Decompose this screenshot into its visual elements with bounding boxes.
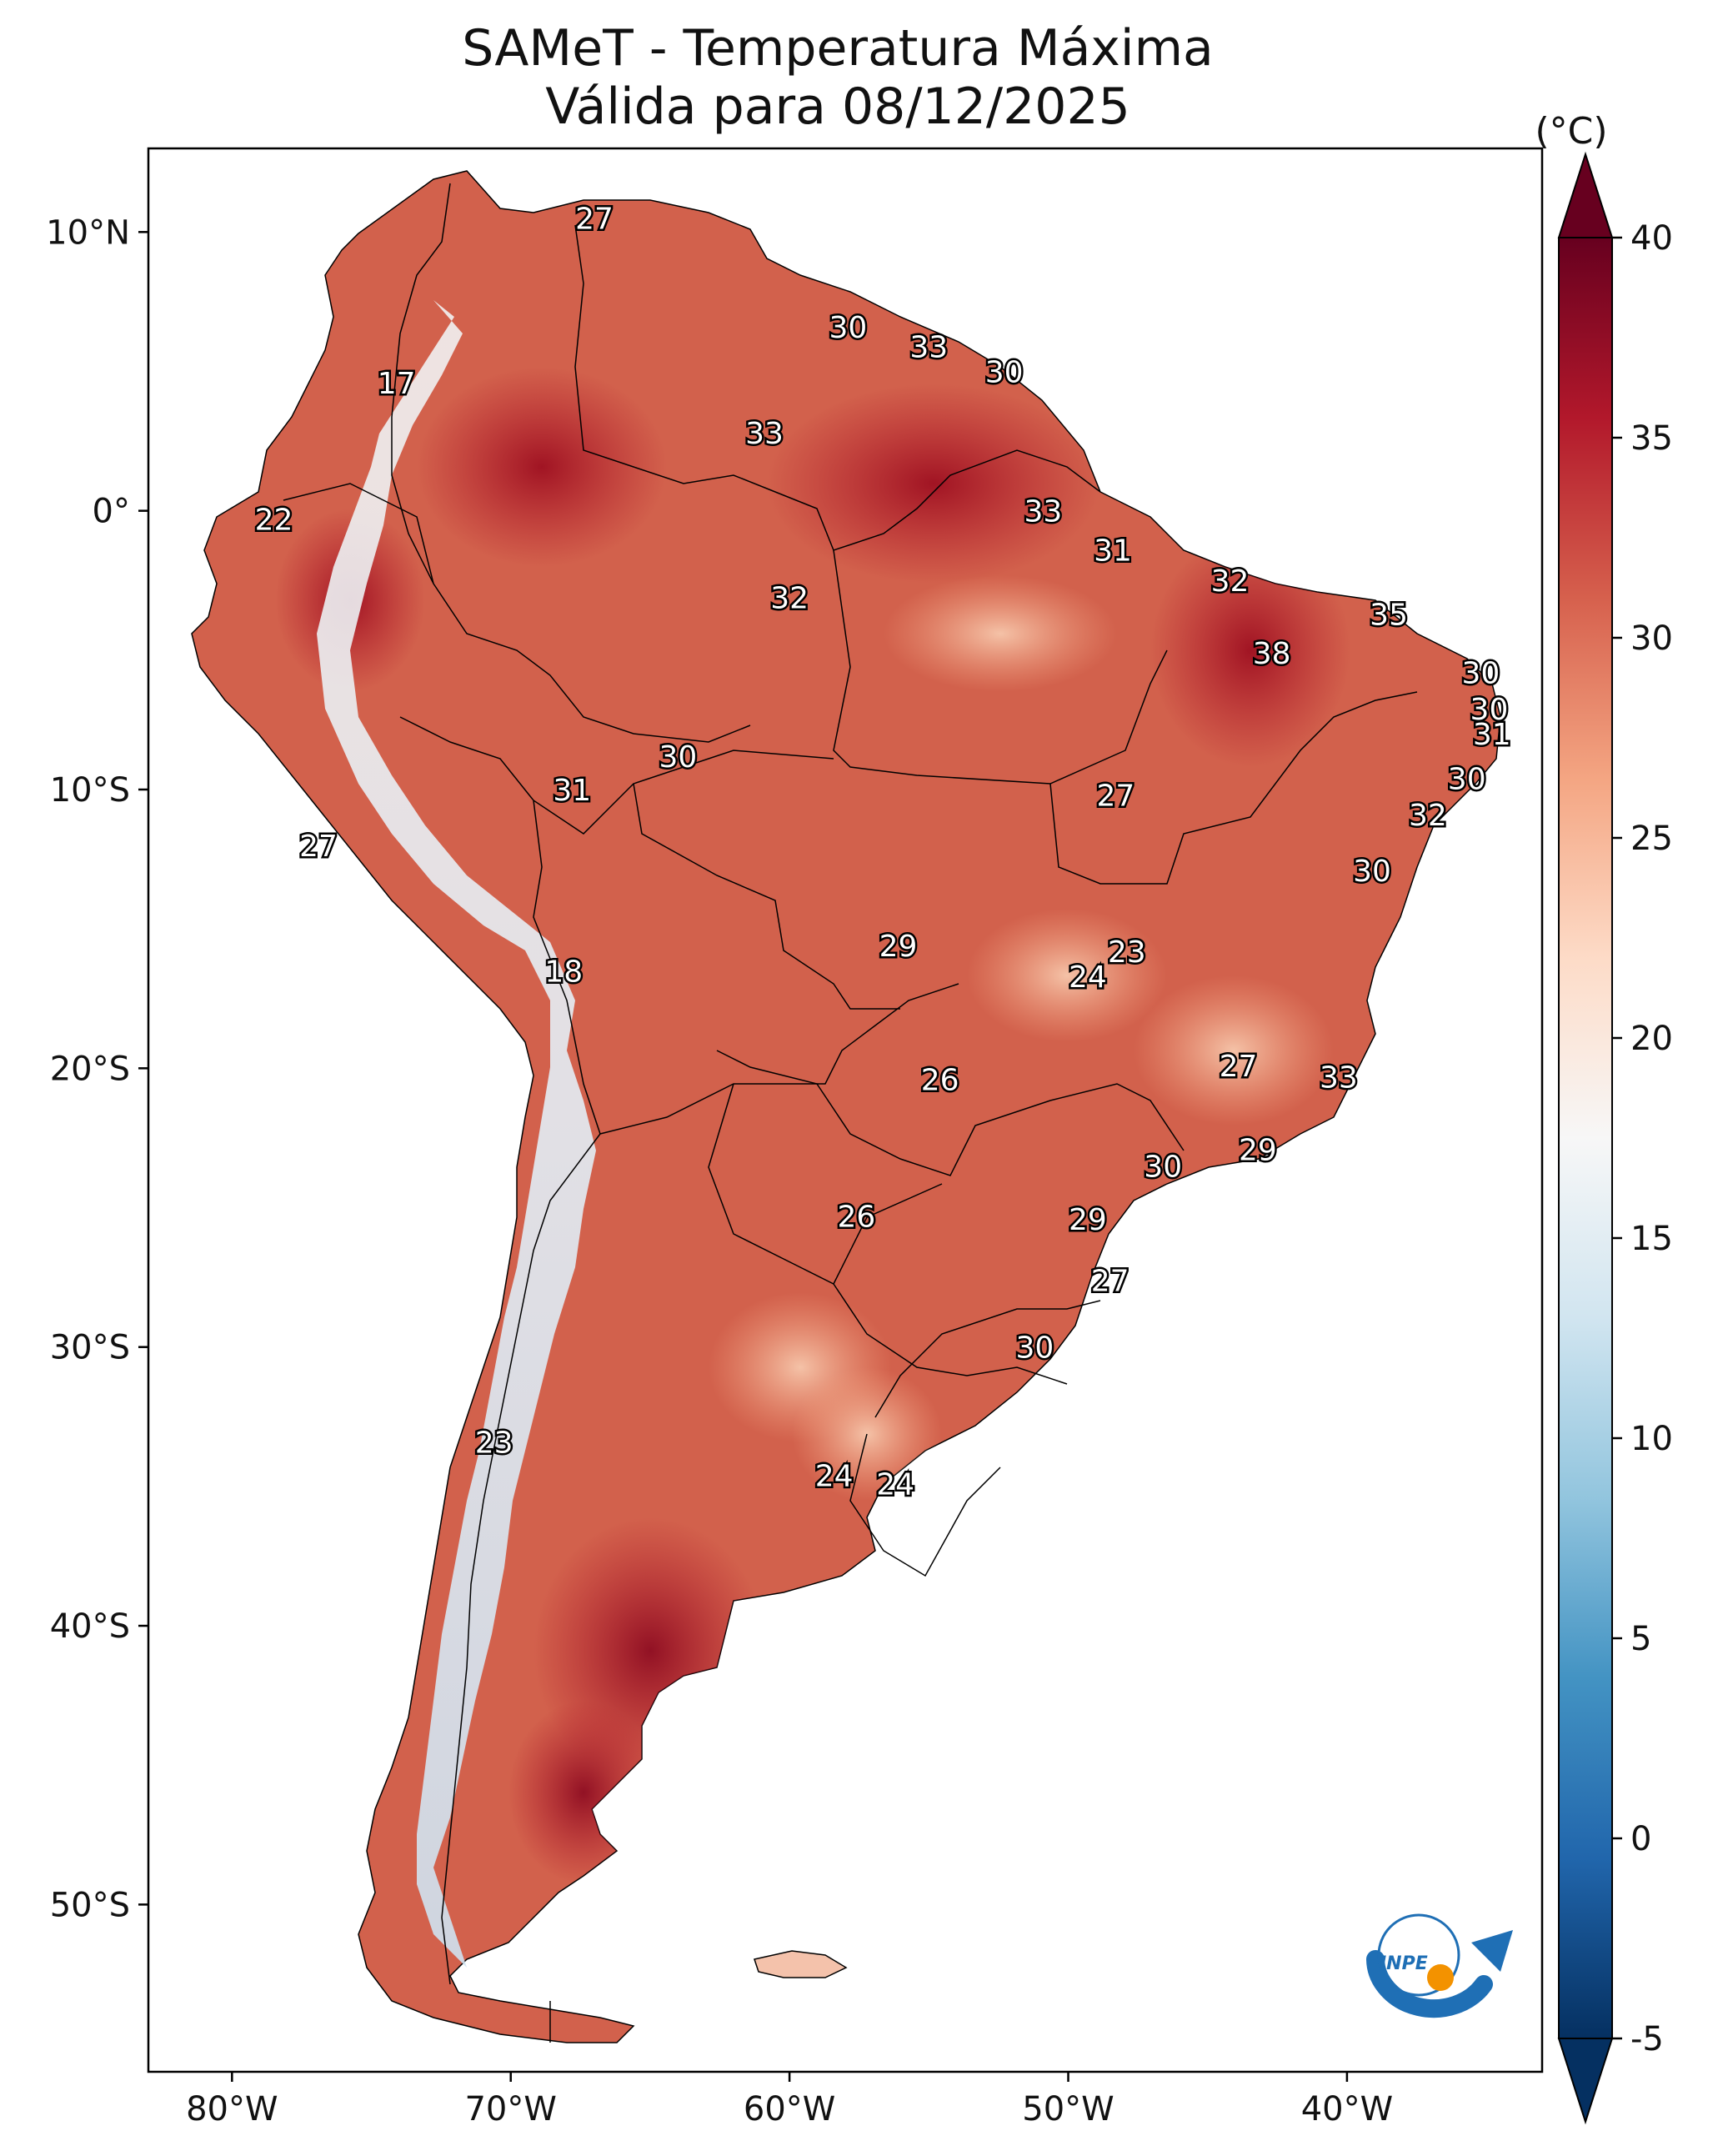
temperature-value-label: 27 — [1091, 1264, 1129, 1298]
colorbar-bar — [1558, 237, 1613, 2039]
lon-tick-label: 50°W — [1022, 2090, 1114, 2128]
lat-tick-label: 10°S — [50, 771, 130, 810]
inpe-logo: INPE — [1366, 1913, 1513, 2018]
temperature-value-label: 22 — [255, 504, 293, 538]
temperature-value-label: 32 — [1211, 564, 1250, 599]
temperature-value-label: 32 — [770, 581, 809, 615]
longitude-axis: 80°W 70°W 60°W 50°W 40°W — [186, 2072, 1393, 2128]
map-title: SAMeT - Temperatura Máxima — [462, 19, 1214, 78]
colorbar-tick-label: -5 — [1630, 2020, 1664, 2058]
colorbar-tick-label: 25 — [1630, 820, 1673, 858]
temperature-value-label: 18 — [544, 955, 583, 989]
falkland-islands — [754, 1950, 848, 1978]
lat-tick-label: 0° — [93, 493, 130, 531]
temperature-value-label: 24 — [815, 1459, 854, 1493]
colorbar-tick-label: 30 — [1630, 619, 1673, 658]
temperature-value-label: 30 — [1144, 1150, 1182, 1184]
colorbar-ticks: 40 35 30 25 20 15 10 5 0 -5 — [1612, 219, 1673, 2058]
temperature-value-label: 24 — [1069, 960, 1107, 995]
temperature-value-label: 31 — [553, 774, 591, 808]
map-frame — [147, 147, 1544, 2073]
temperature-value-label: 38 — [1253, 637, 1291, 671]
temperature-value-label: 30 — [829, 311, 867, 345]
temperature-value-label: 30 — [1470, 693, 1509, 727]
temperature-value-label: 29 — [879, 930, 918, 964]
temperature-value-label: 31 — [1473, 718, 1511, 752]
logo-text: INPE — [1380, 1953, 1428, 1974]
temperature-value-label: 30 — [659, 740, 697, 775]
temperature-value-label: 26 — [921, 1064, 959, 1098]
lat-tick-label: 10°N — [46, 213, 130, 252]
lat-tick-label: 20°S — [50, 1050, 130, 1088]
colorbar: (°C) 40 35 30 25 20 15 10 5 0 -5 — [1535, 110, 1673, 2125]
latitude-axis: 10°N 0° 10°S 20°S 30°S 40°S 50°S — [46, 213, 148, 1924]
temperature-value-label: 23 — [475, 1426, 513, 1460]
colorbar-min-extend — [1557, 2038, 1614, 2125]
temperature-value-label: 30 — [1448, 763, 1486, 797]
temperature-value-label: 30 — [985, 355, 1024, 389]
lon-tick-label: 60°W — [744, 2090, 835, 2128]
colorbar-tick-label: 40 — [1630, 219, 1673, 258]
colorbar-tick-label: 0 — [1630, 1820, 1651, 1858]
temperature-value-label: 17 — [378, 367, 416, 401]
temperature-value-label: 27 — [1220, 1050, 1258, 1084]
temperature-value-label: 26 — [837, 1201, 875, 1235]
temperature-value-label: 33 — [1320, 1060, 1358, 1095]
logo-swoosh-icon — [1366, 1950, 1493, 2018]
logo-arrow-icon — [1471, 1930, 1513, 1972]
andes-cool-belt — [317, 300, 596, 1968]
lon-tick-label: 80°W — [186, 2090, 278, 2128]
colorbar-tick-label: 20 — [1630, 1020, 1673, 1058]
colorbar-unit: (°C) — [1535, 110, 1607, 153]
country-borders — [283, 183, 1418, 2043]
lat-tick-label: 40°S — [50, 1607, 130, 1646]
colorbar-tick-label: 35 — [1630, 419, 1673, 458]
lon-tick-label: 40°W — [1301, 2090, 1393, 2128]
temperature-value-label: 35 — [1370, 598, 1408, 632]
map-subtitle: Válida para 08/12/2025 — [545, 78, 1130, 136]
lon-tick-label: 70°W — [464, 2090, 556, 2128]
colorbar-tick-label: 15 — [1630, 1220, 1673, 1258]
temperature-value-label: 27 — [299, 830, 338, 864]
logo-sun-icon — [1427, 1964, 1454, 1991]
lat-tick-label: 30°S — [50, 1329, 130, 1367]
temperature-value-label: 30 — [1015, 1331, 1054, 1366]
logo-ring-icon — [1377, 1913, 1460, 1997]
temperature-value-label: 30 — [1353, 855, 1391, 889]
temperature-value-label: 33 — [745, 417, 784, 451]
temperature-value-label: 23 — [1108, 935, 1146, 970]
colorbar-tick-label: 5 — [1630, 1620, 1651, 1658]
temperature-value-label: 29 — [1239, 1133, 1277, 1167]
colorbar-tick-label: 10 — [1630, 1420, 1673, 1458]
temperature-value-label: 24 — [876, 1468, 914, 1502]
temperature-value-label: 31 — [1094, 534, 1132, 568]
colorbar-max-extend — [1557, 151, 1614, 238]
temperature-value-label: 33 — [909, 330, 948, 364]
temperature-value-label: 30 — [1462, 657, 1500, 691]
temperature-value-label: 27 — [575, 203, 614, 237]
lat-tick-label: 50°S — [50, 1886, 130, 1924]
temperature-value-label: 32 — [1409, 799, 1447, 833]
temperature-value-label: 29 — [1069, 1203, 1107, 1237]
temperature-value-label: 33 — [1024, 495, 1063, 529]
temperature-value-label: 27 — [1096, 780, 1134, 814]
